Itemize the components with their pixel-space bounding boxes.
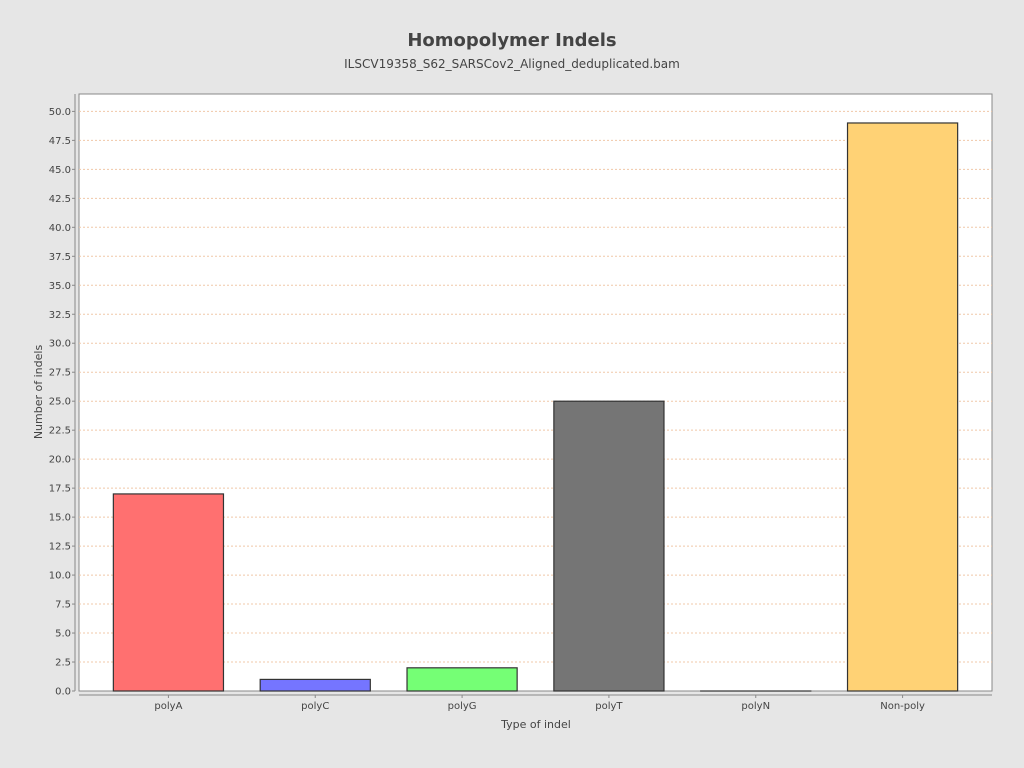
y-tick-label: 25.0 bbox=[49, 397, 71, 408]
y-tick-label: 17.5 bbox=[49, 484, 71, 495]
y-tick-label: 12.5 bbox=[49, 542, 71, 553]
x-tick-label: Non-poly bbox=[880, 701, 925, 712]
x-tick-label: polyN bbox=[741, 701, 770, 712]
bar-polyc bbox=[259, 678, 371, 692]
x-tick-label: polyT bbox=[595, 701, 623, 712]
y-tick-label: 20.0 bbox=[49, 455, 71, 466]
y-tick-label: 50.0 bbox=[49, 107, 71, 118]
y-tick-label: 15.0 bbox=[49, 513, 71, 524]
chart-title: Homopolymer Indels bbox=[407, 30, 617, 51]
y-tick-label: 0.0 bbox=[55, 687, 71, 698]
plot-area bbox=[78, 93, 993, 692]
y-tick-label: 40.0 bbox=[49, 223, 71, 234]
y-tick-label: 5.0 bbox=[55, 629, 71, 640]
x-tick-label: polyG bbox=[448, 701, 477, 712]
y-axis-label: Number of indels bbox=[32, 345, 45, 440]
x-axis-label: Type of indel bbox=[500, 718, 571, 731]
y-tick-label: 35.0 bbox=[49, 281, 71, 292]
y-tick-label: 32.5 bbox=[49, 310, 71, 321]
bar-polyt bbox=[553, 400, 665, 692]
y-tick-label: 30.0 bbox=[49, 339, 71, 350]
y-tick-label: 27.5 bbox=[49, 368, 71, 379]
y-tick-label: 22.5 bbox=[49, 426, 71, 437]
bar-polya bbox=[112, 493, 225, 692]
bars bbox=[112, 122, 959, 692]
bar-polyg bbox=[406, 667, 518, 692]
x-tick-label: polyC bbox=[301, 701, 329, 712]
chart-subtitle: ILSCV19358_S62_SARSCov2_Aligned_deduplic… bbox=[344, 57, 680, 71]
x-tick-labels: polyA polyC polyG polyT polyN Non-poly bbox=[154, 695, 925, 712]
x-tick-label: polyA bbox=[154, 701, 182, 712]
bar-non-poly bbox=[846, 122, 959, 692]
y-tick-label: 45.0 bbox=[49, 165, 71, 176]
y-tick-label: 2.5 bbox=[55, 658, 71, 669]
y-tick-label: 10.0 bbox=[49, 571, 71, 582]
grid-lines bbox=[79, 110, 992, 663]
y-tick-labels: 0.0 2.5 5.0 7.5 10.0 12.5 15.0 17.5 20.0 22.5 25.0… bbox=[49, 107, 75, 698]
y-tick-label: 37.5 bbox=[49, 252, 71, 263]
y-tick-label: 7.5 bbox=[55, 600, 71, 611]
y-tick-label: 47.5 bbox=[49, 136, 71, 147]
y-tick-label: 42.5 bbox=[49, 194, 71, 205]
